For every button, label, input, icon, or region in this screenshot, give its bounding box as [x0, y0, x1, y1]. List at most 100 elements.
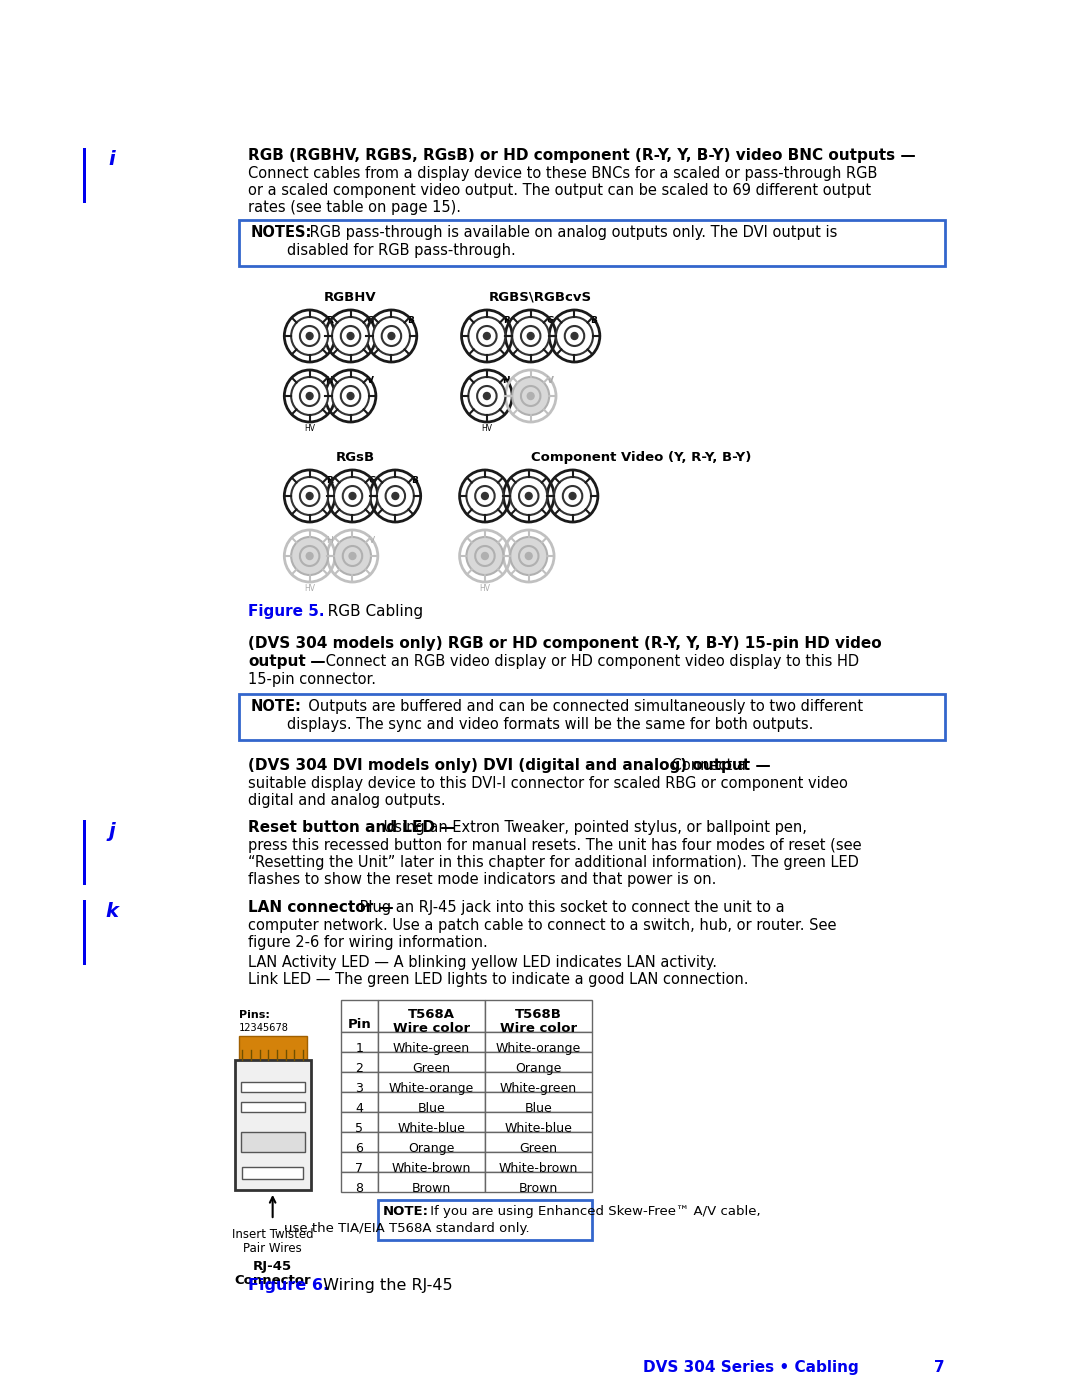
- Circle shape: [519, 486, 539, 506]
- Text: H: H: [325, 376, 333, 386]
- Text: Green: Green: [413, 1062, 450, 1076]
- Circle shape: [569, 493, 576, 500]
- Text: 3: 3: [355, 1083, 363, 1095]
- Bar: [83, 900, 85, 965]
- Text: G: G: [546, 316, 554, 326]
- Circle shape: [512, 317, 550, 355]
- Bar: [341, 1032, 378, 1052]
- Circle shape: [342, 486, 362, 506]
- Text: Y: Y: [529, 506, 534, 515]
- Text: —: —: [305, 654, 325, 669]
- Text: B: B: [591, 316, 597, 326]
- Bar: [378, 1052, 485, 1071]
- Bar: [378, 1172, 485, 1192]
- Text: White-brown: White-brown: [392, 1162, 471, 1175]
- Text: Pair Wires: Pair Wires: [243, 1242, 302, 1255]
- Text: Blue: Blue: [525, 1102, 552, 1115]
- Bar: [485, 1032, 592, 1052]
- Circle shape: [571, 332, 578, 339]
- Bar: [341, 1172, 378, 1192]
- Text: R: R: [503, 316, 510, 326]
- Text: use the TIA/EIA T568A standard only.: use the TIA/EIA T568A standard only.: [284, 1222, 530, 1235]
- Text: NOTE:: NOTE:: [382, 1206, 429, 1218]
- Text: B-Y: B-Y: [395, 506, 405, 511]
- Text: Wire color: Wire color: [393, 1023, 470, 1035]
- Circle shape: [482, 493, 488, 500]
- Bar: [341, 1000, 378, 1032]
- Text: (DVS 304 models only) RGB or HD component (R-Y, Y, B-Y) 15-pin HD video: (DVS 304 models only) RGB or HD componen…: [248, 636, 882, 651]
- Text: k: k: [106, 902, 119, 921]
- Bar: [341, 1052, 378, 1071]
- Bar: [83, 820, 85, 886]
- Text: NOTES:: NOTES:: [251, 225, 312, 240]
- Text: digital and analog outputs.: digital and analog outputs.: [248, 793, 446, 807]
- Bar: [378, 1000, 485, 1032]
- Circle shape: [334, 536, 372, 576]
- Text: flashes to show the reset mode indicators and that power is on.: flashes to show the reset mode indicator…: [248, 872, 717, 887]
- Text: HV: HV: [305, 425, 315, 433]
- Text: 5: 5: [355, 1122, 363, 1134]
- Circle shape: [469, 377, 505, 415]
- Circle shape: [349, 552, 356, 560]
- Text: Component Video (Y, R-Y, B-Y): Component Video (Y, R-Y, B-Y): [530, 451, 751, 464]
- Text: Plug an RJ-45 jack into this socket to connect the unit to a: Plug an RJ-45 jack into this socket to c…: [355, 900, 785, 915]
- Circle shape: [347, 332, 354, 339]
- Bar: [485, 1071, 592, 1092]
- Text: R: R: [326, 476, 333, 485]
- Text: 4: 4: [355, 1102, 363, 1115]
- Bar: [239, 1037, 307, 1060]
- Text: LAN Activity LED — A blinking yellow LED indicates LAN activity.: LAN Activity LED — A blinking yellow LED…: [248, 956, 717, 970]
- Text: R: R: [326, 316, 333, 326]
- Bar: [378, 1112, 485, 1132]
- Circle shape: [563, 486, 582, 506]
- Circle shape: [386, 486, 405, 506]
- Bar: [485, 1112, 592, 1132]
- Circle shape: [477, 386, 497, 407]
- Text: 8: 8: [355, 1182, 363, 1194]
- Bar: [378, 1092, 485, 1112]
- Text: RGBHV: RGBHV: [324, 291, 377, 305]
- Text: RGBS\RGBcvS: RGBS\RGBcvS: [489, 291, 592, 305]
- Circle shape: [332, 317, 369, 355]
- Circle shape: [521, 386, 540, 407]
- Text: RGB (RGBHV, RGBS, RGsB) or HD component (R-Y, Y, B-Y) video BNC outputs —: RGB (RGBHV, RGBS, RGsB) or HD component …: [248, 148, 916, 163]
- Circle shape: [527, 332, 535, 339]
- Bar: [378, 1132, 485, 1153]
- Circle shape: [300, 326, 320, 346]
- Text: rates (see table on page 15).: rates (see table on page 15).: [248, 200, 461, 215]
- Text: T568A: T568A: [408, 1009, 455, 1021]
- Circle shape: [342, 546, 362, 566]
- Text: NOTE:: NOTE:: [251, 698, 301, 714]
- Text: R-Y: R-Y: [482, 506, 494, 515]
- Text: Pins:: Pins:: [239, 1010, 269, 1020]
- Text: B-Y: B-Y: [575, 346, 584, 352]
- Bar: [241, 1083, 305, 1092]
- Bar: [485, 1153, 592, 1172]
- Text: j: j: [109, 821, 116, 841]
- Text: 7: 7: [355, 1162, 363, 1175]
- Text: computer network. Use a patch cable to connect to a switch, hub, or router. See: computer network. Use a patch cable to c…: [248, 918, 837, 933]
- Circle shape: [341, 326, 361, 346]
- Circle shape: [292, 476, 328, 515]
- Circle shape: [300, 546, 320, 566]
- Text: V: V: [369, 536, 375, 545]
- Text: Wire color: Wire color: [500, 1023, 577, 1035]
- Circle shape: [292, 317, 328, 355]
- Text: Insert Twisted: Insert Twisted: [232, 1228, 313, 1241]
- Circle shape: [377, 476, 414, 515]
- Bar: [378, 1200, 592, 1241]
- Text: Brown: Brown: [518, 1182, 558, 1194]
- Text: White-brown: White-brown: [499, 1162, 578, 1175]
- Text: 12345678: 12345678: [239, 1023, 288, 1032]
- Text: White-orange: White-orange: [389, 1083, 474, 1095]
- Circle shape: [475, 486, 495, 506]
- Text: B-Y: B-Y: [569, 506, 581, 515]
- Circle shape: [300, 386, 320, 407]
- Circle shape: [475, 546, 495, 566]
- Circle shape: [334, 476, 372, 515]
- Text: HV: HV: [482, 425, 492, 433]
- Text: Orange: Orange: [515, 1062, 562, 1076]
- Text: H: H: [326, 536, 333, 545]
- Text: Y: Y: [355, 506, 360, 511]
- Text: Pin: Pin: [348, 1018, 372, 1031]
